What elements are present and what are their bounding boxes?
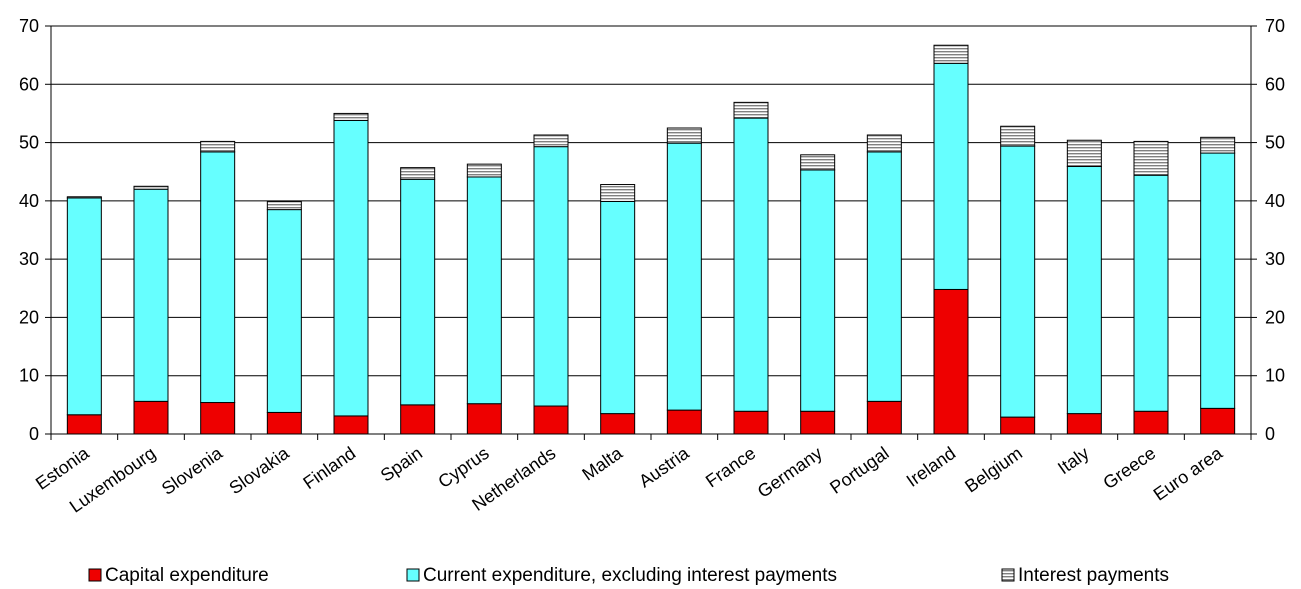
y-tick-label-left: 30 bbox=[19, 249, 39, 269]
bar-segment-current bbox=[866, 151, 902, 402]
x-tick-label: Belgium bbox=[961, 443, 1026, 497]
bar-segment-capital bbox=[466, 403, 502, 435]
bar-segment-capital bbox=[400, 404, 436, 435]
bar-segment-interest bbox=[66, 196, 102, 199]
bar-segment-capital bbox=[333, 415, 369, 435]
x-tick-label: Slovakia bbox=[225, 442, 293, 498]
x-tick-label: Slovenia bbox=[158, 442, 227, 499]
bar-segment-capital bbox=[266, 411, 302, 435]
legend-label: Current expenditure, excluding interest … bbox=[423, 565, 837, 586]
bar-segment-current bbox=[1000, 145, 1036, 418]
legend: Capital expenditure Current expenditure, … bbox=[88, 565, 1169, 586]
legend-label: Capital expenditure bbox=[105, 565, 269, 586]
bar-segment-current bbox=[266, 209, 302, 413]
legend-swatch bbox=[88, 568, 102, 582]
x-tick-label: Portugal bbox=[826, 443, 892, 498]
x-tick-label: Finland bbox=[299, 443, 359, 493]
y-tick-label-left: 0 bbox=[29, 424, 39, 444]
x-tick-label: Greece bbox=[1099, 443, 1159, 493]
bar-segment-capital bbox=[1000, 416, 1036, 435]
bar-segment-capital bbox=[1133, 410, 1169, 435]
bar-segment-interest bbox=[933, 44, 969, 64]
y-tick-label-left: 70 bbox=[19, 16, 39, 36]
y-tick-label-left: 20 bbox=[19, 307, 39, 327]
bar-segment-current bbox=[200, 151, 236, 404]
x-tick-label: Ireland bbox=[903, 443, 960, 491]
bar-segment-current bbox=[933, 62, 969, 290]
x-tick-label: Spain bbox=[377, 443, 426, 486]
bar-segment-capital bbox=[800, 410, 836, 435]
legend-label: Interest payments bbox=[1018, 565, 1169, 586]
bar-segment-current bbox=[333, 119, 369, 417]
bar-segment-interest bbox=[1200, 136, 1236, 154]
y-tick-label-right: 70 bbox=[1265, 16, 1285, 36]
bar-segment-interest bbox=[400, 167, 436, 180]
y-tick-label-right: 60 bbox=[1265, 74, 1285, 94]
bar-segment-interest bbox=[133, 185, 169, 190]
bar-segment-current bbox=[800, 169, 836, 412]
bar-segment-current bbox=[533, 146, 569, 407]
bar-segment-capital bbox=[666, 409, 702, 435]
bar-segment-current bbox=[466, 176, 502, 405]
x-tick-label: France bbox=[702, 443, 759, 492]
bar-segment-interest bbox=[1000, 125, 1036, 147]
bar-segment-interest bbox=[533, 134, 569, 148]
bar-segment-current bbox=[600, 200, 636, 415]
bar-segment-current bbox=[733, 117, 769, 412]
y-tick-label-right: 30 bbox=[1265, 249, 1285, 269]
bar-segment-current bbox=[666, 142, 702, 411]
bar-segment-current bbox=[133, 188, 169, 402]
bar-segment-interest bbox=[200, 140, 236, 153]
bar-segment-capital bbox=[1066, 413, 1102, 435]
x-tick-label: Italy bbox=[1054, 443, 1093, 478]
legend-swatch bbox=[1001, 568, 1015, 582]
x-tick-label: Euro area bbox=[1150, 442, 1227, 504]
bar-segment-capital bbox=[1200, 407, 1236, 435]
bar-segment-current bbox=[1066, 165, 1102, 415]
bar-segment-interest bbox=[600, 184, 636, 202]
bar-segment-interest bbox=[800, 154, 836, 171]
bar-segment-interest bbox=[666, 127, 702, 144]
bar-segment-interest bbox=[466, 163, 502, 178]
bar-segment-interest bbox=[1066, 139, 1102, 167]
x-tick-label: Malta bbox=[578, 442, 626, 484]
bar-segment-current bbox=[1133, 174, 1169, 412]
y-tick-label-left: 60 bbox=[19, 74, 39, 94]
bar-segment-capital bbox=[533, 405, 569, 435]
bar-segment-capital bbox=[933, 288, 969, 435]
y-tick-label-right: 10 bbox=[1265, 366, 1285, 386]
bar-segment-capital bbox=[600, 413, 636, 435]
bar-segment-interest bbox=[1133, 140, 1169, 176]
y-tick-label-left: 10 bbox=[19, 366, 39, 386]
bar-segment-interest bbox=[333, 112, 369, 121]
x-tick-label: Austria bbox=[635, 442, 693, 491]
bar-segment-current bbox=[1200, 152, 1236, 409]
x-tick-label: Germany bbox=[754, 443, 826, 502]
bar-segment-current bbox=[66, 197, 102, 416]
y-tick-label-left: 40 bbox=[19, 191, 39, 211]
bar-segment-capital bbox=[66, 414, 102, 435]
y-tick-label-left: 50 bbox=[19, 133, 39, 153]
y-tick-label-right: 40 bbox=[1265, 191, 1285, 211]
bar-segment-capital bbox=[733, 410, 769, 435]
legend-swatch bbox=[406, 568, 420, 582]
bar-segment-interest bbox=[866, 134, 902, 153]
bar-segment-interest bbox=[733, 101, 769, 119]
bar-segment-capital bbox=[133, 400, 169, 435]
y-tick-label-right: 20 bbox=[1265, 307, 1285, 327]
x-tick-label: Estonia bbox=[32, 442, 93, 493]
bar-segment-capital bbox=[866, 400, 902, 435]
y-tick-label-right: 50 bbox=[1265, 133, 1285, 153]
y-tick-label-right: 0 bbox=[1265, 424, 1275, 444]
bar-segment-current bbox=[400, 178, 436, 406]
bar-segment-capital bbox=[200, 402, 236, 435]
bar-segment-interest bbox=[266, 200, 302, 211]
x-tick-label: Cyprus bbox=[434, 443, 492, 492]
